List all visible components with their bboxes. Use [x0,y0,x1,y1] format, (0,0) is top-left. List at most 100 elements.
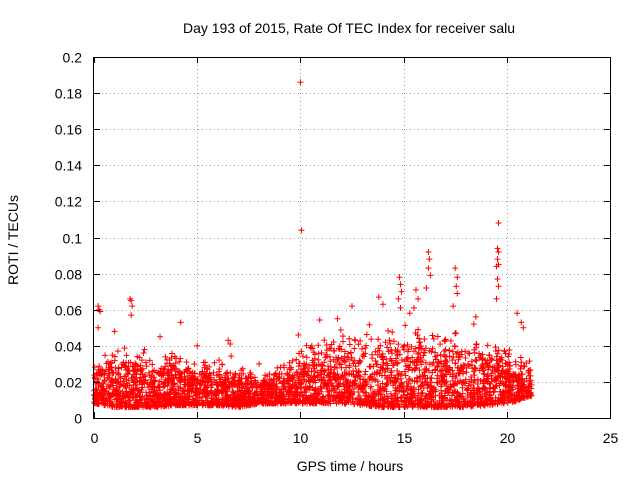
data-point [434,403,441,410]
data-point [492,398,499,405]
data-point [346,389,353,396]
data-point [335,380,342,387]
data-point [384,365,391,372]
data-point [132,360,139,367]
data-point [504,393,511,400]
y-tick-label: 0.16 [55,122,82,138]
data-point [274,394,281,401]
data-point [388,350,395,357]
data-point [379,365,386,372]
data-point [447,337,454,344]
data-point [503,360,510,367]
data-point [315,342,322,349]
data-point [385,403,392,410]
data-point [288,375,295,382]
data-point [376,387,383,394]
data-point [134,378,141,385]
data-point [421,395,428,402]
data-point [416,373,423,380]
data-point [468,376,475,383]
data-point [274,394,281,401]
data-point [338,373,345,380]
data-point [177,375,184,382]
data-point [310,361,317,368]
data-point [280,392,287,399]
data-point-peak [410,304,417,311]
data-point [457,363,464,370]
data-point [118,399,125,406]
data-point [406,393,413,400]
data-point [450,381,457,388]
data-point [491,376,498,383]
data-point [311,387,318,394]
data-point [171,364,178,371]
data-point [498,395,505,402]
data-point-peak [95,303,102,310]
data-point [482,401,489,408]
data-point [523,375,530,382]
data-point [460,378,467,385]
data-point [309,345,316,352]
data-point [207,374,214,381]
data-point [261,379,268,386]
data-point [196,389,203,396]
data-point [161,368,168,375]
data-point [278,388,285,395]
data-point [324,388,331,395]
data-point [479,356,486,363]
data-point [449,348,456,355]
data-point [486,401,493,408]
data-point [339,399,346,406]
data-point [199,377,206,384]
data-point [343,370,350,377]
data-point [177,393,184,400]
data-point [280,375,287,382]
data-point [429,369,436,376]
data-point [378,353,385,360]
data-point [290,394,297,401]
data-point [417,403,424,410]
data-point [317,371,324,378]
data-point [486,352,493,359]
data-point [505,370,512,377]
data-point [420,352,427,359]
data-point [229,374,236,381]
data-point [158,403,165,410]
data-point [398,383,405,390]
data-point [440,376,447,383]
data-point [300,400,307,407]
data-point [202,371,209,378]
data-point [418,361,425,368]
data-point [382,383,389,390]
data-point [376,347,383,354]
data-point [495,347,502,354]
data-point [270,391,277,398]
data-point [224,369,231,376]
data-point [362,389,369,396]
data-point [408,398,415,405]
data-point-peak [470,321,477,328]
data-point [398,370,405,377]
data-point [175,390,182,397]
data-point [270,376,277,383]
data-point [294,397,301,404]
chart-title: Day 193 of 2015, Rate Of TEC Index for r… [183,20,515,36]
data-point [231,392,238,399]
data-point [377,384,384,391]
data-point [262,395,269,402]
data-point [404,348,411,355]
data-point-peak [349,303,355,310]
data-point [401,403,408,410]
data-point [398,356,405,363]
data-point [338,355,345,362]
data-point [409,393,416,400]
data-point [254,391,261,398]
data-point [359,386,366,393]
data-point [520,363,527,370]
data-point [294,391,301,398]
data-point [512,397,519,404]
data-point [489,355,496,362]
data-point [214,386,221,393]
data-point [149,361,156,368]
data-point-peak [495,283,502,290]
